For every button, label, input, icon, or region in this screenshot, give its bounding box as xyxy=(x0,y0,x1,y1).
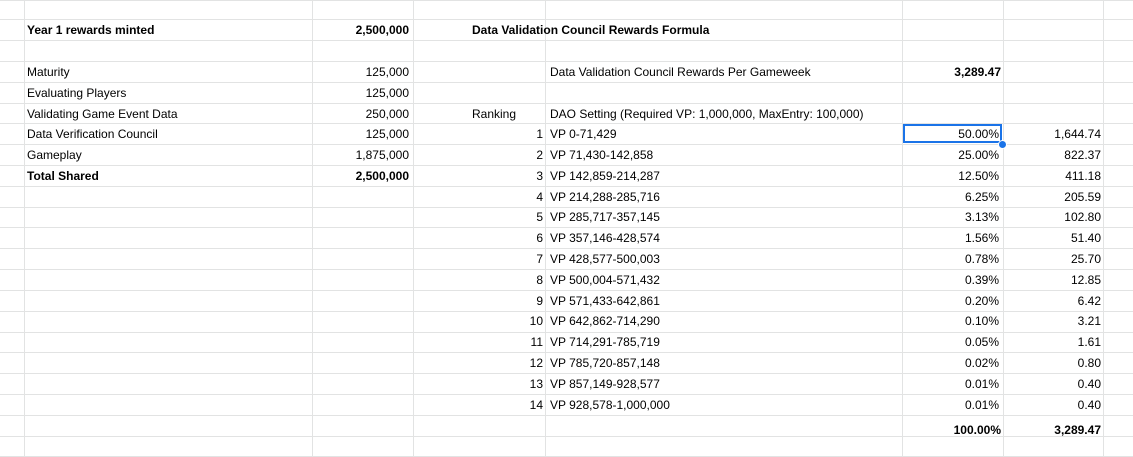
summary-label[interactable]: Validating Game Event Data xyxy=(27,107,178,121)
reward-percentage[interactable]: 6.25% xyxy=(964,190,999,204)
summary-value[interactable]: 125,000 xyxy=(365,86,409,100)
summary-value[interactable]: 125,000 xyxy=(365,127,409,141)
summary-label[interactable]: Data Verification Council xyxy=(27,127,158,141)
formula-title[interactable]: Data Validation Council Rewards Formula xyxy=(472,23,710,37)
reward-amount[interactable]: 0.40 xyxy=(1077,377,1101,391)
summary-value[interactable]: 1,875,000 xyxy=(355,148,409,162)
vp-range[interactable]: VP 500,004-571,432 xyxy=(550,273,660,287)
vp-range[interactable]: VP 714,291-785,719 xyxy=(550,335,660,349)
reward-percentage[interactable]: 25.00% xyxy=(958,148,999,162)
rank-number[interactable]: 2 xyxy=(536,148,543,162)
rank-number[interactable]: 14 xyxy=(529,398,543,412)
vp-range[interactable]: VP 428,577-500,003 xyxy=(550,252,660,266)
reward-amount[interactable]: 0.80 xyxy=(1077,356,1101,370)
reward-amount[interactable]: 102.80 xyxy=(1064,210,1101,224)
reward-percentage[interactable]: 0.10% xyxy=(964,314,999,328)
reward-amount[interactable]: 411.18 xyxy=(1065,169,1101,183)
total-shared-label[interactable]: Total Shared xyxy=(27,169,99,183)
reward-percentage[interactable]: 1.56% xyxy=(964,231,999,245)
total-reward[interactable]: 3,289.47 xyxy=(1054,423,1101,437)
rank-number[interactable]: 7 xyxy=(536,252,543,266)
rank-number[interactable]: 5 xyxy=(536,210,543,224)
summary-value[interactable]: 250,000 xyxy=(365,107,409,121)
rewards-minted-value[interactable]: 2,500,000 xyxy=(355,23,409,37)
reward-percentage[interactable]: 0.01% xyxy=(964,377,999,391)
reward-percentage[interactable]: 0.78% xyxy=(964,252,999,266)
reward-percentage[interactable]: 0.02% xyxy=(964,356,999,370)
rank-number[interactable]: 1 xyxy=(536,127,543,141)
vp-range[interactable]: VP 142,859-214,287 xyxy=(550,169,660,183)
summary-label[interactable]: Evaluating Players xyxy=(27,86,127,100)
summary-label[interactable]: Maturity xyxy=(27,65,70,79)
rank-number[interactable]: 8 xyxy=(536,273,543,287)
reward-amount[interactable]: 12.85 xyxy=(1070,273,1101,287)
vp-range[interactable]: VP 0-71,429 xyxy=(550,127,617,141)
ranking-header[interactable]: Ranking xyxy=(472,107,517,121)
reward-percentage[interactable]: 0.20% xyxy=(964,294,999,308)
rank-number[interactable]: 6 xyxy=(536,231,543,245)
vp-range[interactable]: VP 357,146-428,574 xyxy=(550,231,660,245)
total-shared-value[interactable]: 2,500,000 xyxy=(355,169,409,183)
summary-value[interactable]: 125,000 xyxy=(365,65,409,79)
reward-percentage[interactable]: 0.05% xyxy=(964,335,999,349)
reward-amount[interactable]: 0.40 xyxy=(1077,398,1101,412)
reward-amount[interactable]: 25.70 xyxy=(1070,252,1101,266)
reward-amount[interactable]: 822.37 xyxy=(1064,148,1101,162)
reward-percentage[interactable]: 50.00% xyxy=(958,127,999,141)
vp-range[interactable]: VP 857,149-928,577 xyxy=(550,377,660,391)
vp-range[interactable]: VP 785,720-857,148 xyxy=(550,356,660,370)
vp-range[interactable]: VP 928,578-1,000,000 xyxy=(550,398,670,412)
summary-label[interactable]: Gameplay xyxy=(27,148,82,162)
per-gameweek-label[interactable]: Data Validation Council Rewards Per Game… xyxy=(550,65,811,79)
rank-number[interactable]: 10 xyxy=(529,314,543,328)
fill-handle[interactable] xyxy=(998,140,1007,149)
reward-amount[interactable]: 205.59 xyxy=(1064,190,1101,204)
reward-amount[interactable]: 3.21 xyxy=(1077,314,1101,328)
rewards-minted-title[interactable]: Year 1 rewards minted xyxy=(27,23,155,37)
rank-number[interactable]: 9 xyxy=(536,294,543,308)
rank-number[interactable]: 3 xyxy=(536,169,543,183)
reward-amount[interactable]: 1.61 xyxy=(1077,335,1101,349)
reward-amount[interactable]: 1,644.74 xyxy=(1054,127,1101,141)
vp-range[interactable]: VP 71,430-142,858 xyxy=(550,148,654,162)
reward-percentage[interactable]: 0.01% xyxy=(964,398,999,412)
total-percentage[interactable]: 100.00% xyxy=(953,423,1001,437)
dao-setting-header[interactable]: DAO Setting (Required VP: 1,000,000, Max… xyxy=(550,107,864,121)
vp-range[interactable]: VP 214,288-285,716 xyxy=(550,190,660,204)
reward-percentage[interactable]: 12.50% xyxy=(958,169,999,183)
reward-amount[interactable]: 6.42 xyxy=(1077,294,1101,308)
rank-number[interactable]: 11 xyxy=(530,335,543,349)
vp-range[interactable]: VP 571,433-642,861 xyxy=(550,294,660,308)
vp-range[interactable]: VP 642,862-714,290 xyxy=(550,314,660,328)
rank-number[interactable]: 12 xyxy=(529,356,543,370)
vp-range[interactable]: VP 285,717-357,145 xyxy=(550,210,660,224)
per-gameweek-value[interactable]: 3,289.47 xyxy=(954,65,1001,79)
rank-number[interactable]: 13 xyxy=(529,377,543,391)
reward-amount[interactable]: 51.40 xyxy=(1070,231,1101,245)
reward-percentage[interactable]: 0.39% xyxy=(964,273,999,287)
reward-percentage[interactable]: 3.13% xyxy=(964,210,999,224)
rank-number[interactable]: 4 xyxy=(536,190,543,204)
